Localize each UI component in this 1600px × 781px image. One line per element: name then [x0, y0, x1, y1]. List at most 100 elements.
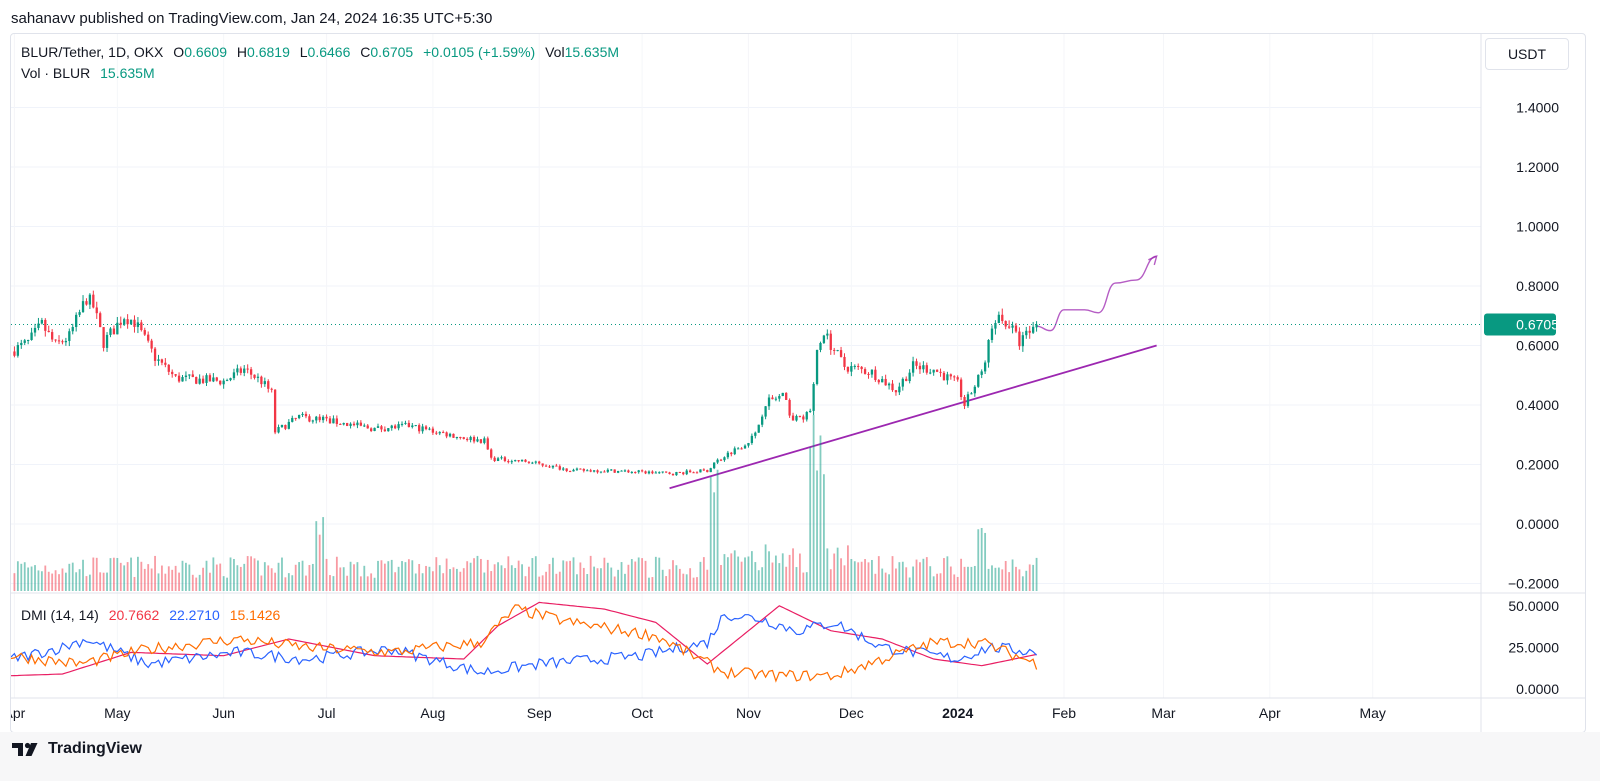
volume-bar — [167, 566, 170, 591]
candle — [688, 469, 692, 473]
candle — [349, 422, 352, 429]
candle-body — [400, 423, 404, 425]
candle-body — [75, 314, 78, 328]
volume-bar — [126, 562, 129, 591]
candle — [699, 469, 702, 473]
candle-body — [616, 470, 620, 473]
candle — [188, 374, 191, 380]
candle — [990, 325, 994, 343]
candle — [740, 447, 743, 450]
dmi-title[interactable]: DMI (14, 14) — [21, 607, 99, 623]
volume-bar — [785, 566, 788, 591]
candle — [723, 456, 726, 462]
candle — [846, 366, 850, 374]
volume-bar — [726, 557, 729, 591]
candle — [99, 311, 102, 328]
chart-canvas[interactable]: 1.4000 1.2000 1.0000 0.8000 0.6000 0.4000 0.20… — [11, 34, 1585, 732]
candle — [249, 366, 253, 380]
candle-body — [877, 380, 880, 383]
candle — [44, 318, 47, 337]
candle-body — [466, 438, 469, 441]
volume-bar — [627, 564, 630, 591]
price-tick-label: 0.8000 — [1516, 278, 1559, 294]
volume-bar — [929, 566, 932, 591]
close-value: 0.6705 — [370, 44, 414, 60]
candle-body — [260, 376, 263, 385]
candle-body — [527, 461, 531, 463]
volume-title[interactable]: Vol · BLUR — [21, 65, 91, 81]
volume-bar — [877, 556, 880, 591]
candle-body — [243, 368, 246, 373]
candle-body — [651, 471, 654, 474]
candle-body — [215, 377, 218, 381]
candle — [325, 414, 328, 422]
candle — [1031, 321, 1035, 334]
candle-body — [249, 369, 253, 375]
candle-body — [1007, 326, 1011, 328]
candle — [929, 368, 932, 375]
candle — [733, 446, 736, 456]
candle — [781, 392, 784, 397]
volume-bar — [826, 548, 829, 591]
candle-body — [815, 349, 819, 385]
candle-body — [23, 340, 26, 343]
volume-bar — [445, 558, 448, 591]
candle — [472, 435, 476, 444]
candle — [201, 375, 205, 385]
candle-body — [136, 322, 140, 327]
candle-body — [548, 466, 551, 468]
last-price-badge — [1484, 313, 1556, 336]
candle-body — [932, 369, 935, 373]
candle-body — [404, 422, 407, 424]
volume-bar — [466, 561, 469, 591]
candle-body — [894, 390, 898, 393]
candle-body — [558, 466, 561, 470]
candle — [579, 468, 582, 470]
candle — [164, 358, 167, 368]
candle — [150, 338, 153, 353]
volume-bar — [68, 563, 71, 591]
candle — [23, 338, 26, 346]
symbol-label[interactable]: BLUR/Tether, 1D, OKX — [21, 44, 164, 60]
volume-bar — [809, 447, 812, 591]
volume-bar — [946, 556, 949, 591]
volume-bar — [311, 563, 314, 591]
volume-bar — [757, 570, 760, 591]
volume-bar — [823, 474, 825, 591]
candle — [51, 329, 54, 342]
currency-button[interactable]: USDT — [1485, 38, 1569, 70]
candle — [397, 421, 400, 431]
volume-bar — [353, 564, 355, 591]
volume-bar — [771, 562, 774, 591]
volume-bar — [497, 562, 499, 591]
candle — [805, 411, 808, 422]
candle-body — [167, 364, 170, 372]
candle-body — [1025, 330, 1028, 336]
brand[interactable]: TradingView — [12, 739, 142, 759]
candle-body — [239, 368, 242, 373]
candle-body — [64, 340, 68, 343]
volume-bar — [836, 547, 839, 591]
candle-body — [287, 421, 290, 429]
candle-body — [301, 413, 304, 416]
candle — [942, 371, 946, 381]
candle — [606, 468, 609, 473]
volume-bar — [850, 558, 853, 591]
candle — [651, 470, 654, 475]
volume-value: 15.635M — [100, 65, 155, 81]
candle — [212, 373, 215, 383]
volume-bar — [881, 568, 884, 591]
candle — [315, 415, 318, 424]
candle — [160, 358, 164, 366]
candle — [123, 317, 126, 327]
volume-bar — [431, 571, 434, 591]
candle-body — [263, 381, 266, 385]
candle-body — [661, 471, 664, 473]
candle-body — [315, 416, 318, 421]
candle-body — [297, 415, 301, 419]
candle-body — [541, 463, 544, 466]
chart-frame[interactable]: 1.4000 1.2000 1.0000 0.8000 0.6000 0.4000 0.20… — [10, 33, 1586, 733]
candle-body — [92, 294, 95, 308]
candle-body — [133, 319, 136, 327]
candle — [922, 361, 925, 373]
